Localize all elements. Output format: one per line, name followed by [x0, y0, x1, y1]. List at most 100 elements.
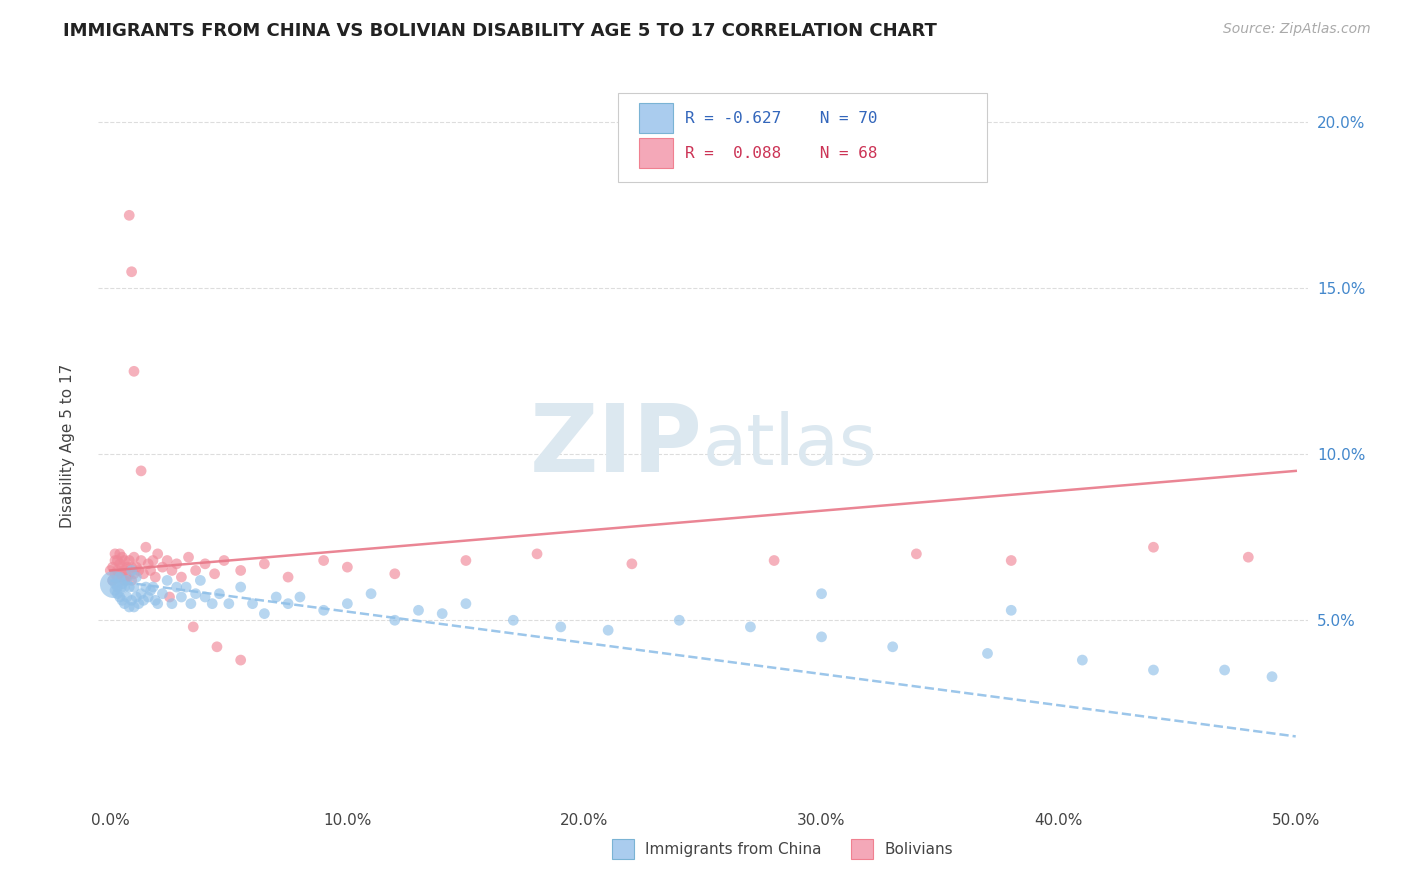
- Point: [118, 208, 141, 222]
- Point: [1237, 550, 1260, 565]
- Point: [135, 580, 157, 594]
- Point: [104, 553, 127, 567]
- Point: [160, 597, 183, 611]
- Point: [184, 564, 207, 578]
- Point: [111, 550, 134, 565]
- Point: [105, 580, 128, 594]
- Point: [1213, 663, 1236, 677]
- Point: [122, 566, 145, 581]
- Point: [121, 265, 143, 279]
- Point: [184, 587, 207, 601]
- Point: [526, 547, 548, 561]
- Point: [1000, 603, 1022, 617]
- Text: atlas: atlas: [703, 411, 877, 481]
- Point: [129, 587, 152, 601]
- Point: [180, 597, 202, 611]
- Point: [976, 647, 998, 661]
- Point: [108, 566, 131, 581]
- Point: [139, 583, 162, 598]
- Point: [118, 599, 141, 614]
- Text: Immigrants from China: Immigrants from China: [645, 842, 823, 856]
- Point: [454, 553, 477, 567]
- Point: [108, 590, 131, 604]
- Point: [194, 557, 217, 571]
- Point: [132, 566, 155, 581]
- Point: [105, 553, 128, 567]
- Point: [114, 597, 136, 611]
- Point: [129, 553, 152, 567]
- Point: [1142, 663, 1164, 677]
- Point: [160, 564, 183, 578]
- Text: Source: ZipAtlas.com: Source: ZipAtlas.com: [1223, 22, 1371, 37]
- Point: [115, 574, 138, 588]
- Point: [668, 613, 690, 627]
- Point: [135, 540, 157, 554]
- Point: [190, 574, 212, 588]
- Point: [143, 593, 166, 607]
- Point: [125, 570, 148, 584]
- Point: [115, 570, 138, 584]
- Point: [763, 553, 786, 567]
- Point: [264, 590, 287, 604]
- Point: [312, 553, 335, 567]
- Point: [454, 597, 477, 611]
- Text: ZIP: ZIP: [530, 400, 703, 492]
- Point: [121, 564, 143, 578]
- Point: [122, 599, 145, 614]
- Point: [139, 564, 162, 578]
- Point: [101, 576, 124, 591]
- Point: [111, 570, 134, 584]
- Point: [122, 364, 145, 378]
- Point: [229, 564, 252, 578]
- Point: [111, 593, 134, 607]
- Point: [118, 566, 141, 581]
- Point: [432, 607, 454, 621]
- Point: [242, 597, 264, 611]
- Point: [121, 593, 143, 607]
- Point: [128, 564, 150, 578]
- Text: R =  0.088    N = 68: R = 0.088 N = 68: [685, 146, 877, 161]
- Point: [166, 557, 188, 571]
- Point: [114, 553, 136, 567]
- Point: [105, 564, 128, 578]
- Point: [598, 624, 620, 638]
- Point: [201, 597, 224, 611]
- Bar: [638, 138, 673, 169]
- Point: [810, 630, 832, 644]
- Point: [277, 597, 299, 611]
- Point: [177, 550, 200, 565]
- Point: [115, 590, 138, 604]
- Point: [312, 603, 335, 617]
- Point: [502, 613, 524, 627]
- Point: [146, 547, 169, 561]
- Text: R = -0.627    N = 70: R = -0.627 N = 70: [685, 111, 877, 126]
- Point: [384, 613, 406, 627]
- Point: [101, 574, 124, 588]
- Point: [204, 566, 226, 581]
- Point: [125, 560, 148, 574]
- Point: [360, 587, 382, 601]
- Point: [208, 587, 231, 601]
- Text: IMMIGRANTS FROM CHINA VS BOLIVIAN DISABILITY AGE 5 TO 17 CORRELATION CHART: IMMIGRANTS FROM CHINA VS BOLIVIAN DISABI…: [63, 22, 938, 40]
- Point: [336, 560, 359, 574]
- Point: [136, 557, 159, 571]
- Point: [1071, 653, 1094, 667]
- Bar: [638, 103, 673, 134]
- Point: [111, 576, 134, 591]
- Point: [174, 580, 197, 594]
- Point: [156, 574, 179, 588]
- Point: [108, 557, 131, 571]
- Point: [129, 464, 152, 478]
- Point: [740, 620, 762, 634]
- Point: [146, 597, 169, 611]
- Point: [181, 620, 204, 634]
- Point: [229, 580, 252, 594]
- Point: [118, 580, 141, 594]
- Point: [882, 640, 904, 654]
- Point: [104, 583, 127, 598]
- Point: [408, 603, 430, 617]
- Point: [194, 590, 217, 604]
- Point: [114, 580, 136, 594]
- Point: [105, 570, 128, 584]
- Point: [166, 580, 188, 594]
